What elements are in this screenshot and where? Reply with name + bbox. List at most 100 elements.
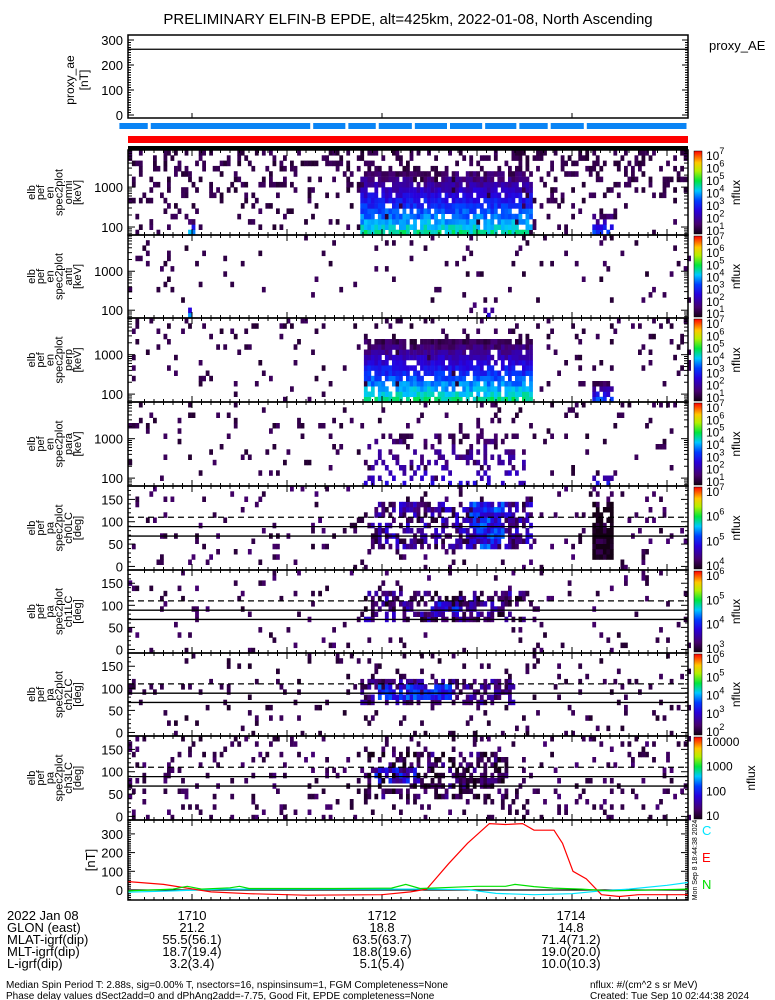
spectrogram-cell [469, 307, 474, 314]
spectrogram-cell [392, 678, 396, 685]
spectrogram-cell [687, 365, 691, 371]
spectrogram-cell [508, 208, 512, 214]
spectrogram-cell [388, 762, 393, 768]
spectrogram-cell [254, 323, 259, 329]
spectrogram-cell [479, 203, 484, 209]
spectrogram-cell [335, 658, 340, 664]
spectrogram-cell [360, 559, 365, 565]
spectrogram-cell [388, 213, 393, 220]
spectrogram-cell [455, 606, 459, 612]
spectrogram-cell [181, 192, 185, 199]
spectrogram-cell [581, 402, 586, 408]
spectrogram-cell [174, 720, 178, 726]
spectrogram-cell [423, 318, 428, 324]
spectrogram-cell [648, 507, 653, 513]
spectrogram-cell [441, 328, 445, 334]
spectrogram-cell [420, 459, 424, 466]
spectrogram-cell [377, 381, 382, 387]
spectrogram-cell [500, 507, 505, 513]
spectrogram-cell [515, 187, 519, 193]
spectrogram-cell [427, 344, 431, 350]
spectrogram-cell [500, 224, 505, 230]
spectrogram-cell [420, 381, 424, 387]
spectrogram-cell [441, 689, 445, 695]
spectrogram-cell [434, 757, 438, 763]
spectrogram-cell [483, 192, 488, 199]
spectrogram-cell [441, 203, 445, 209]
spectrogram-cell [367, 349, 372, 355]
colorbar-exponent: 5 [719, 171, 724, 181]
spectrogram-cell [504, 793, 509, 800]
spectrogram-cell [497, 684, 502, 690]
spectrogram-cell [458, 396, 463, 403]
spectrogram-cell [518, 480, 523, 487]
spectrogram-cell [616, 412, 621, 418]
spectrogram-cell [609, 788, 614, 794]
spectrogram-cell [522, 208, 526, 214]
spectrogram-cell [483, 344, 488, 350]
spectrogram-cell [504, 684, 509, 690]
spectrogram-cell [522, 344, 526, 350]
spectrogram-cell [673, 354, 677, 361]
ylabel-line: pef [35, 184, 47, 200]
spectrogram-cell [613, 150, 618, 156]
spectrogram-cell [374, 266, 379, 272]
spectrogram-cell [529, 391, 533, 397]
spectrogram-cell [518, 517, 523, 523]
spectrogram-cell [290, 741, 294, 747]
spectrogram-cell [602, 549, 607, 555]
colorbar-label: 106 [706, 507, 724, 524]
spectrogram-cell [413, 203, 417, 209]
spectrogram-cell [423, 512, 428, 518]
spectrogram-cell [434, 538, 438, 544]
spectrogram-cell [574, 402, 579, 408]
spectrogram-cell [434, 386, 438, 392]
spectrogram-cell [448, 375, 452, 382]
spectrogram-cell [444, 606, 449, 612]
colorbar-exponent: 4 [719, 184, 724, 194]
spectrogram-cell [550, 192, 554, 199]
spectrogram-cell [624, 580, 628, 586]
spectrogram-cell [170, 286, 175, 293]
spectrogram-cell [247, 694, 252, 700]
spectrogram-cell [135, 255, 140, 262]
spectrogram-cell [458, 480, 463, 487]
spectrogram-cell [406, 751, 410, 758]
spectrogram-cell [479, 465, 484, 471]
spectrogram-cell [493, 762, 498, 768]
ylabel-line: spec2plot [54, 504, 66, 551]
spectrogram-cell [392, 381, 396, 387]
spectrogram-cell [609, 396, 614, 403]
spectrogram-cell [508, 354, 512, 361]
spectrogram-cell [339, 444, 344, 450]
spectrogram-cell [508, 360, 512, 366]
spectrogram-cell [529, 197, 533, 204]
spectrogram-cell [163, 260, 168, 267]
spectrogram-cell [377, 396, 382, 403]
spectrogram-cell [388, 590, 393, 597]
spectrogram-cell [138, 255, 143, 262]
spectrogram-cell [138, 402, 143, 408]
spectrogram-cell [444, 219, 449, 225]
spectrogram-cell [641, 549, 646, 555]
spectrogram-cell [363, 606, 368, 612]
spectrogram-cell [370, 611, 375, 617]
spectrogram-cell [377, 585, 382, 592]
spectrogram-cell [142, 192, 147, 199]
spectrogram-cell [413, 470, 417, 476]
spectrogram-cell [392, 344, 396, 350]
spectrogram-cell [191, 203, 196, 209]
spectrogram-cell [392, 517, 396, 523]
spectrogram-cell [413, 344, 417, 350]
spectrogram-cell [437, 391, 442, 397]
spectrogram-cell [374, 538, 379, 544]
spectrogram-cell [511, 517, 516, 523]
spectrogram-cell [592, 160, 597, 167]
spectrogram-cell [469, 197, 474, 204]
spectrogram-cell [434, 606, 438, 612]
spectrogram-cell [388, 606, 393, 612]
spectrogram-cell [476, 160, 481, 167]
spectrogram-cell [493, 328, 498, 334]
spectrogram-cell [448, 507, 452, 513]
spectrogram-cell [595, 549, 600, 555]
